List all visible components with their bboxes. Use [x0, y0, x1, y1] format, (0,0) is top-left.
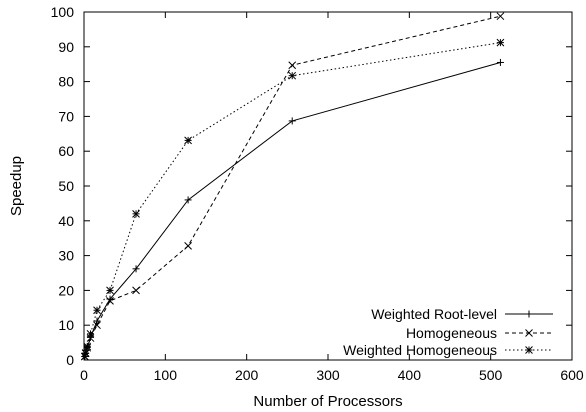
legend-marker	[526, 347, 533, 354]
data-point	[497, 59, 504, 66]
x-tick-label: 100	[154, 367, 178, 383]
y-tick-label: 60	[58, 143, 74, 159]
legend-label: Weighted Homogeneous	[343, 342, 497, 358]
y-tick-label: 0	[66, 352, 74, 368]
y-tick-label: 40	[58, 213, 74, 229]
y-tick-label: 20	[58, 282, 74, 298]
x-axis-ticks: 0 100 200 300 400 500 600	[80, 12, 584, 383]
data-point	[84, 343, 91, 350]
legend-entry: Weighted Homogeneous	[343, 342, 553, 358]
legend-label: Homogeneous	[406, 325, 497, 341]
data-point	[289, 62, 296, 69]
data-point	[133, 210, 140, 217]
y-tick-label: 30	[58, 248, 74, 264]
data-point	[82, 350, 89, 357]
x-axis-label: Number of Processors	[253, 393, 402, 410]
legend-marker	[526, 311, 533, 318]
data-point	[185, 242, 192, 249]
y-tick-label: 70	[58, 108, 74, 124]
data-point	[87, 330, 94, 337]
y-tick-label: 10	[58, 317, 74, 333]
y-tick-label: 80	[58, 74, 74, 90]
data-point	[289, 72, 296, 79]
x-tick-label: 500	[479, 367, 503, 383]
legend-entry: Homogeneous	[406, 325, 553, 341]
data-point	[497, 13, 504, 20]
y-tick-label: 100	[51, 4, 75, 20]
legend-entry: Weighted Root-level	[371, 306, 553, 322]
data-point	[94, 307, 101, 314]
x-tick-label: 600	[560, 367, 584, 383]
data-point	[497, 39, 504, 46]
legend-label: Weighted Root-level	[371, 306, 497, 322]
x-tick-label: 0	[80, 367, 88, 383]
x-tick-label: 400	[398, 367, 422, 383]
data-point	[133, 287, 140, 294]
y-axis-label: Speedup	[8, 156, 25, 216]
x-tick-label: 200	[235, 367, 259, 383]
y-tick-label: 50	[58, 178, 74, 194]
plot-frame	[84, 12, 572, 360]
y-tick-label: 90	[58, 39, 74, 55]
x-tick-label: 300	[316, 367, 340, 383]
data-point	[185, 137, 192, 144]
data-point	[107, 287, 114, 294]
